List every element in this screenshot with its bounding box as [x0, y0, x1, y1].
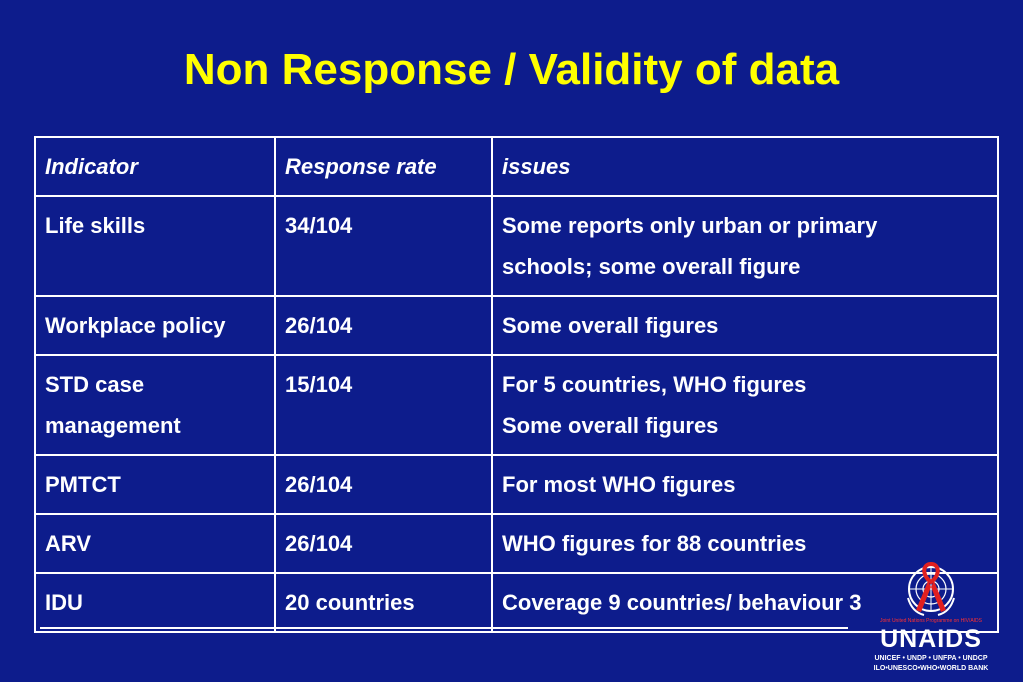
- issue-line: Some overall figures: [502, 413, 719, 438]
- logo-cosponsors-line2: ILO•UNESCO•WHO•WORLD BANK: [873, 665, 989, 672]
- cell-indicator: ARV: [34, 513, 276, 574]
- cell-issues: For 5 countries, WHO figures Some overal…: [491, 354, 999, 456]
- cell-indicator: STD case management: [34, 354, 276, 456]
- logo-brand: UNAIDS: [880, 625, 982, 653]
- header-issues: issues: [491, 136, 999, 197]
- un-emblem-icon: [907, 561, 955, 616]
- table-row: ARV 26/104 WHO figures for 88 countries: [34, 513, 999, 574]
- logo-tagline: Joint United Nations Programme on HIV/AI…: [880, 618, 982, 624]
- logo-cosponsors-line1: UNICEF • UNDP • UNFPA • UNDCP: [874, 655, 988, 662]
- table-row: Workplace policy 26/104 Some overall fig…: [34, 295, 999, 356]
- footer-divider: [40, 627, 848, 629]
- table-header-row: Indicator Response rate issues: [34, 136, 999, 197]
- cell-issues: Some reports only urban or primary schoo…: [491, 195, 999, 297]
- cell-issues: WHO figures for 88 countries: [491, 513, 999, 574]
- indicator-table: Indicator Response rate issues Life skil…: [34, 136, 999, 633]
- cell-response-rate: 26/104: [274, 295, 493, 356]
- table-row: IDU 20 countries Coverage 9 countries/ b…: [34, 572, 999, 633]
- cell-response-rate: 26/104: [274, 513, 493, 574]
- table-row: Life skills 34/104 Some reports only urb…: [34, 195, 999, 297]
- cell-response-rate: 34/104: [274, 195, 493, 297]
- header-indicator: Indicator: [34, 136, 276, 197]
- cell-indicator: PMTCT: [34, 454, 276, 515]
- indicator-text: STD case management: [45, 372, 181, 438]
- unaids-logo: Joint United Nations Programme on HIV/AI…: [872, 560, 990, 675]
- cell-response-rate: 20 countries: [274, 572, 493, 633]
- issue-line: For most WHO figures: [502, 472, 736, 497]
- cell-indicator: Workplace policy: [34, 295, 276, 356]
- cell-issues: For most WHO figures: [491, 454, 999, 515]
- table-row: STD case management 15/104 For 5 countri…: [34, 354, 999, 456]
- cell-response-rate: 26/104: [274, 454, 493, 515]
- slide-title: Non Response / Validity of data: [183, 45, 840, 94]
- cell-indicator: Life skills: [34, 195, 276, 297]
- issue-line: Some overall figures: [502, 313, 719, 338]
- issue-line: schools; some overall figure: [502, 254, 801, 279]
- cell-indicator: IDU: [34, 572, 276, 633]
- cell-response-rate: 15/104: [274, 354, 493, 456]
- table-row: PMTCT 26/104 For most WHO figures: [34, 454, 999, 515]
- header-response-rate: Response rate: [274, 136, 493, 197]
- issue-line: Coverage 9 countries/ behaviour 3: [502, 590, 862, 615]
- issue-line: WHO figures for 88 countries: [502, 531, 807, 556]
- issue-line: Some reports only urban or primary: [502, 213, 878, 238]
- cell-issues: Some overall figures: [491, 295, 999, 356]
- issue-line: For 5 countries, WHO figures: [502, 372, 807, 397]
